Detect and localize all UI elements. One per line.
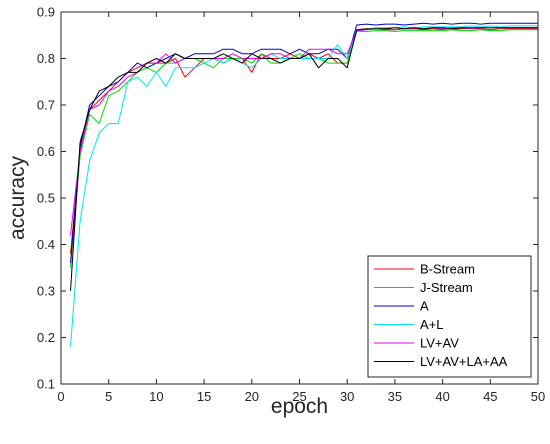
- x-axis: 0 5 10 15 20 25 30 35 40 45 50: [57, 12, 545, 404]
- x-tick-label: 15: [197, 389, 211, 404]
- legend-entry-label: B-Stream: [420, 262, 475, 277]
- series-line-lv-av-la-aa: [70, 27, 538, 292]
- legend-entry-label: J-Stream: [420, 280, 473, 295]
- y-tick-label: 0.5: [37, 191, 55, 206]
- x-tick-label: 45: [483, 389, 497, 404]
- y-tick-label: 0.1: [37, 377, 55, 392]
- y-axis-label: accuracy: [6, 155, 29, 240]
- y-tick-label: 0.3: [37, 284, 55, 299]
- y-tick-label: 0.4: [37, 237, 55, 252]
- y-tick-label: 0.2: [37, 330, 55, 345]
- x-tick-label: 20: [245, 389, 259, 404]
- x-tick-label: 40: [435, 389, 449, 404]
- y-axis: 0.1 0.2 0.3 0.4 0.5 0.6 0.7 0.8 0.9: [37, 5, 538, 392]
- y-tick-label: 0.7: [37, 98, 55, 113]
- legend-entry-label: A: [420, 299, 429, 314]
- x-axis-label: epoch: [271, 395, 328, 418]
- x-tick-label: 10: [149, 389, 163, 404]
- legend-box: [367, 255, 532, 378]
- y-tick-label: 0.6: [37, 144, 55, 159]
- legend-entry-label: A+L: [420, 317, 444, 332]
- legend: B-Stream J-Stream A A+L LV+AV LV+AV+LA+AA: [367, 255, 532, 378]
- y-tick-label: 0.9: [37, 5, 55, 20]
- x-tick-label: 30: [340, 389, 354, 404]
- x-tick-label: 5: [105, 389, 112, 404]
- legend-entry-label: LV+AV+LA+AA: [420, 354, 508, 369]
- legend-entry-label: LV+AV: [420, 336, 459, 351]
- series-line-a: [70, 22, 538, 264]
- x-tick-label: 25: [292, 389, 306, 404]
- y-tick-label: 0.8: [37, 51, 55, 66]
- series-line-a-l: [70, 25, 538, 347]
- x-tick-label: 50: [531, 389, 545, 404]
- x-tick-label: 35: [388, 389, 402, 404]
- x-tick-label: 0: [57, 389, 64, 404]
- series-layer: [70, 22, 538, 347]
